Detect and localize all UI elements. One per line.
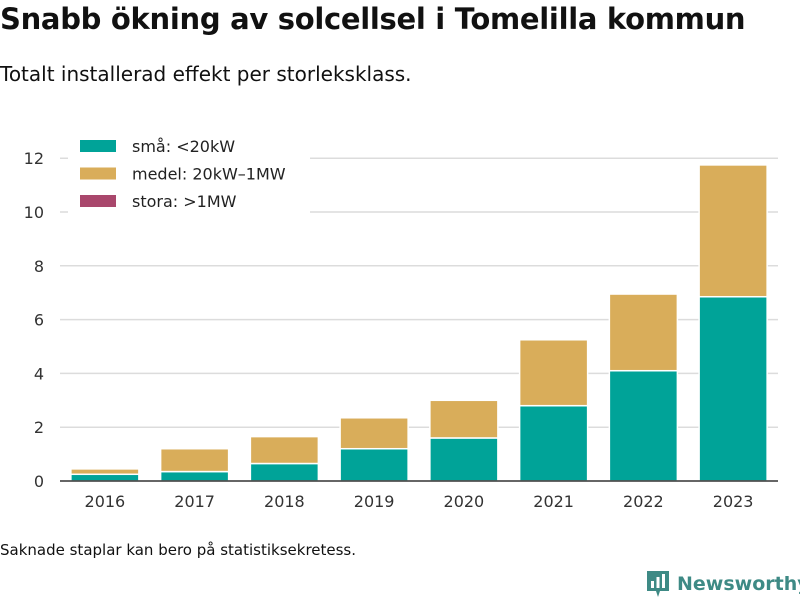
legend-label: medel: 20kW–1MW: [132, 165, 286, 184]
chart-subtitle: Totalt installerad effekt per storlekskl…: [0, 62, 412, 86]
bar-segment: [249, 462, 320, 482]
bar-segment: [249, 435, 320, 465]
legend-swatch: [80, 140, 116, 152]
stacked-bar-chart: 0 2 4 6 8 10 12 2016 2017 2018 2019 2020 2021 2022 202…: [23, 130, 778, 511]
x-tick-label: 2019: [354, 492, 395, 511]
x-tick-label: 2018: [264, 492, 305, 511]
bar-segment: [608, 293, 679, 372]
y-tick-label: 10: [24, 203, 44, 222]
bar-segment: [518, 404, 589, 482]
bar-segment: [159, 470, 230, 482]
x-tick-label: 2023: [713, 492, 754, 511]
x-tick-label: 2016: [85, 492, 126, 511]
bar-segment: [339, 417, 409, 450]
legend: små: <20kW medel: 20kW–1MW stora: >1MW: [68, 130, 310, 214]
bar-segment: [159, 447, 230, 473]
y-tick-label: 6: [34, 311, 44, 330]
brand-logo[interactable]: Newsworthy: [645, 569, 800, 599]
brand-name: Newsworthy: [677, 573, 800, 595]
bar-segment: [429, 399, 499, 439]
x-tick-label: 2020: [444, 492, 485, 511]
y-tick-label: 8: [34, 257, 44, 276]
legend-swatch: [80, 167, 116, 180]
chart-title: Snabb ökning av solcellsel i Tomelilla k…: [0, 2, 746, 36]
axes: 0 2 4 6 8 10 12 2016 2017 2018 2019 2020 2021 2022 202…: [24, 149, 778, 511]
bar-segment: [698, 164, 768, 298]
x-tick-label: 2022: [623, 492, 664, 511]
y-tick-label: 12: [24, 149, 44, 168]
legend-label: stora: >1MW: [132, 192, 237, 211]
legend-swatch: [80, 195, 116, 207]
footnote: Saknade staplar kan bero på statistiksek…: [0, 541, 357, 559]
y-tick-label: 4: [34, 364, 44, 383]
bar-segment: [698, 295, 768, 482]
bar-segment: [429, 437, 499, 482]
bar-segment: [70, 473, 140, 482]
y-tick-label: 2: [34, 418, 44, 437]
x-tick-label: 2017: [174, 492, 215, 511]
bar-segment: [70, 468, 140, 476]
bar-chart-logo-icon: [647, 571, 669, 597]
legend-label: små: <20kW: [132, 137, 235, 156]
bar-segment: [339, 447, 409, 482]
y-tick-label: 0: [34, 472, 44, 491]
x-tick-label: 2021: [533, 492, 574, 511]
bar-segment: [608, 369, 679, 482]
bar-segment: [518, 339, 589, 407]
